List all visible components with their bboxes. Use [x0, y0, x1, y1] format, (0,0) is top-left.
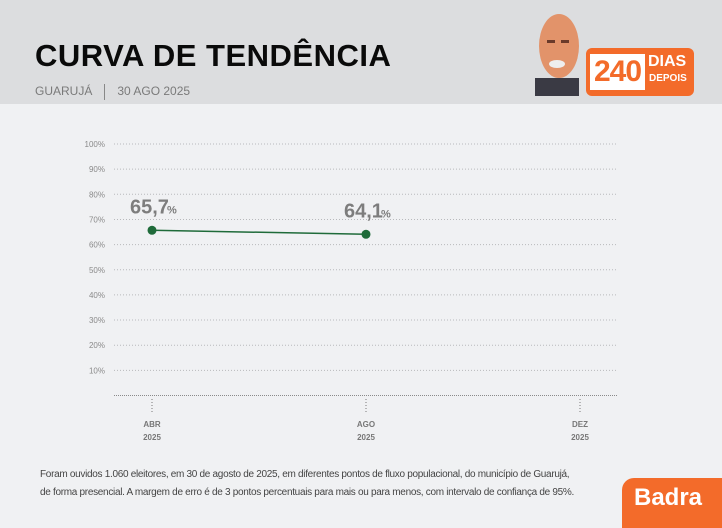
240-dias-badge: 240 DIAS DEPOIS — [586, 48, 694, 96]
date: 30 AGO 2025 — [117, 84, 191, 99]
y-tick-label: 50% — [89, 266, 105, 275]
y-tick-label: 80% — [89, 190, 105, 199]
note-line-2: de forma presencial. A margem de erro é … — [40, 487, 574, 498]
methodology-note: Foram ouvidos 1.060 eleitores, em 30 de … — [40, 466, 574, 502]
y-tick-label: 20% — [89, 341, 105, 350]
y-tick-label: 70% — [89, 215, 105, 224]
x-tick-label: DEZ — [572, 420, 588, 429]
y-tick-label: 10% — [89, 366, 105, 375]
y-tick-label: 40% — [89, 291, 105, 300]
x-tick-label: ABR — [143, 420, 161, 429]
series-line — [151, 229, 367, 236]
x-tick-label: AGO — [357, 420, 375, 429]
data-label: 64,1 — [344, 200, 383, 222]
page-title: CURVA DE TENDÊNCIA — [35, 38, 392, 73]
badge-number: 240 — [590, 54, 645, 90]
y-tick-label: 100% — [85, 140, 105, 149]
badge-line2: DEPOIS — [649, 73, 687, 84]
subtitle: GUARUJÁ 30 AGO 2025 — [35, 84, 190, 100]
x-tick-label: 2025 — [357, 433, 375, 442]
data-label-unit: % — [167, 204, 177, 216]
data-label-unit: % — [381, 208, 391, 220]
y-tick-label: 30% — [89, 316, 105, 325]
data-label: 65,7 — [130, 196, 169, 218]
header: CURVA DE TENDÊNCIA GUARUJÁ 30 AGO 2025 24… — [0, 0, 722, 104]
trend-chart: 10% 20% 30% 40% 50% 60% 70% 80% 90% 100% ABR 2025 AG… — [85, 140, 618, 442]
x-tick-label: 2025 — [571, 433, 589, 442]
divider — [104, 84, 106, 100]
y-tick-label: 60% — [89, 241, 105, 250]
caricature-avatar — [535, 14, 579, 96]
city: GUARUJÁ — [35, 84, 93, 99]
data-point — [361, 229, 371, 239]
note-line-1: Foram ouvidos 1.060 eleitores, em 30 de … — [40, 469, 570, 480]
y-tick-label: 90% — [89, 165, 105, 174]
x-tick-label: 2025 — [143, 433, 161, 442]
data-point — [147, 225, 157, 235]
brand-logo: Badra — [622, 478, 722, 528]
badge-line1: DIAS — [648, 53, 687, 70]
